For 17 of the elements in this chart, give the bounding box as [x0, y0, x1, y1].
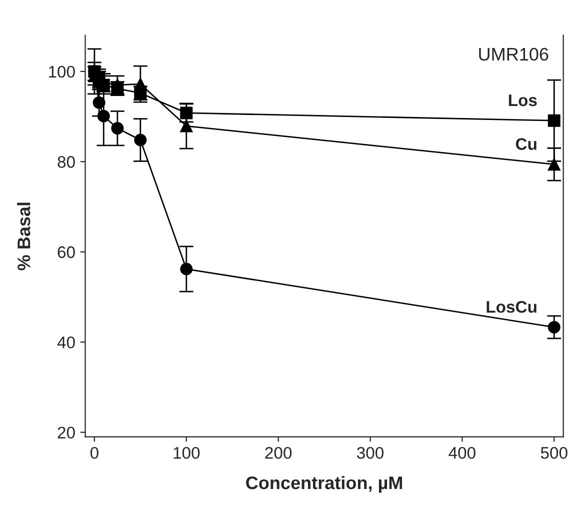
- annotation: UMR106: [479, 48, 548, 61]
- y-tick-label: 100: [48, 66, 75, 78]
- y-tick-label: 60: [58, 246, 75, 258]
- y-axis-title: % Basal: [17, 202, 30, 270]
- x-tick-label: 300: [356, 446, 384, 459]
- x-tick-label: 100: [174, 446, 200, 459]
- series-label: Los: [508, 94, 537, 106]
- y-tick-label: 80: [58, 156, 75, 168]
- y-tick-label: 40: [57, 336, 75, 348]
- x-tick-label: 0: [90, 446, 98, 459]
- x-tick-label: 400: [448, 446, 476, 459]
- series-label: LosCu: [486, 301, 536, 313]
- series-label: Cu: [516, 138, 536, 150]
- x-tick-label: 200: [265, 446, 292, 459]
- y-tick-label: 20: [58, 426, 75, 439]
- x-tick-label: 500: [540, 446, 568, 459]
- x-axis-title: Concentration, µM: [246, 476, 402, 493]
